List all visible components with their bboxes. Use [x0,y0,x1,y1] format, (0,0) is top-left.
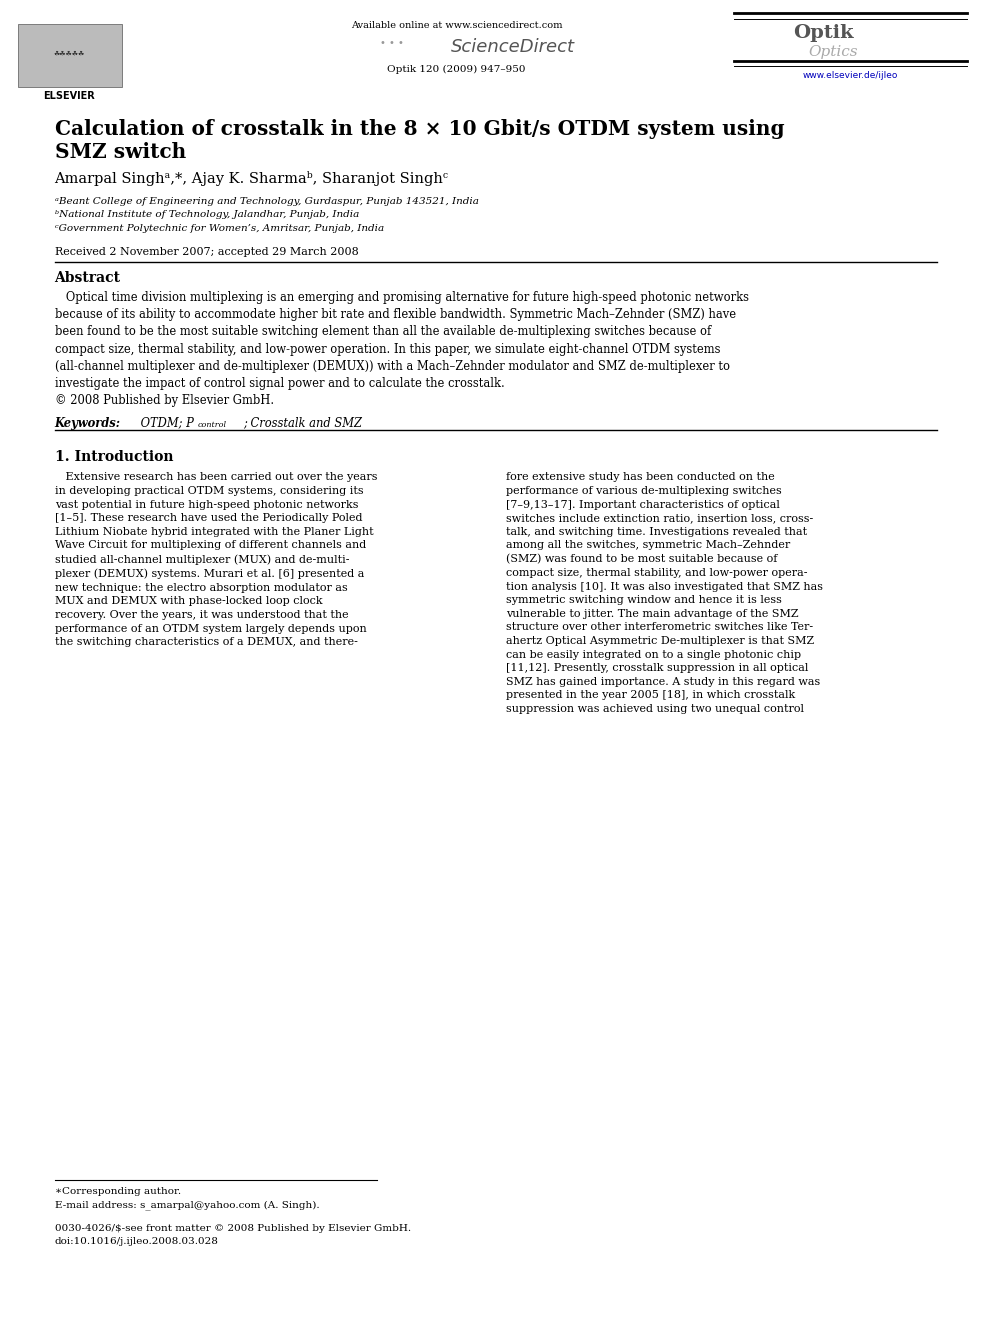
Text: been found to be the most suitable switching element than all the available de-m: been found to be the most suitable switc… [55,325,711,339]
Text: control: control [197,421,226,429]
Text: ☘☘☘☘☘: ☘☘☘☘☘ [54,52,85,57]
Text: Optik: Optik [794,24,854,42]
Text: (all-channel multiplexer and de-multiplexer (DEMUX)) with a Mach–Zehnder modulat: (all-channel multiplexer and de-multiple… [55,360,729,373]
Text: Calculation of crosstalk in the 8 × 10 Gbit/s OTDM system using: Calculation of crosstalk in the 8 × 10 G… [55,119,785,139]
Text: ᵇNational Institute of Technology, Jalandhar, Punjab, India: ᵇNational Institute of Technology, Jalan… [55,210,359,220]
Text: Optik 120 (2009) 947–950: Optik 120 (2009) 947–950 [387,65,526,74]
Text: Available online at www.sciencedirect.com: Available online at www.sciencedirect.co… [350,21,562,30]
Text: ; Crosstalk and SMZ: ; Crosstalk and SMZ [243,417,362,430]
Text: Amarpal Singhᵃ,*, Ajay K. Sharmaᵇ, Sharanjot Singhᶜ: Amarpal Singhᵃ,*, Ajay K. Sharmaᵇ, Shara… [55,171,448,185]
Text: doi:10.1016/j.ijleo.2008.03.028: doi:10.1016/j.ijleo.2008.03.028 [55,1237,218,1246]
Text: Optical time division multiplexing is an emerging and promising alternative for : Optical time division multiplexing is an… [55,291,749,304]
Text: 1. Introduction: 1. Introduction [55,450,173,464]
Text: because of its ability to accommodate higher bit rate and flexible bandwidth. Sy: because of its ability to accommodate hi… [55,308,736,321]
Bar [18,24,122,87]
Text: OTDM; P: OTDM; P [137,417,193,430]
Text: investigate the impact of control signal power and to calculate the crosstalk.: investigate the impact of control signal… [55,377,504,390]
Text: ∗Corresponding author.: ∗Corresponding author. [55,1187,181,1196]
Text: Received 2 November 2007; accepted 29 March 2008: Received 2 November 2007; accepted 29 Ma… [55,247,358,258]
Text: Optics: Optics [808,45,858,60]
Text: 0030-4026/$-see front matter © 2008 Published by Elsevier GmbH.: 0030-4026/$-see front matter © 2008 Publ… [55,1224,411,1233]
Text: SMZ switch: SMZ switch [55,142,186,161]
Text: • • •: • • • [380,38,404,49]
Text: ᶜGovernment Polytechnic for Women’s, Amritsar, Punjab, India: ᶜGovernment Polytechnic for Women’s, Amr… [55,224,384,233]
Text: Keywords:: Keywords: [55,417,121,430]
Text: Abstract: Abstract [55,271,121,286]
Text: ᵃBeant College of Engineering and Technology, Gurdaspur, Punjab 143521, India: ᵃBeant College of Engineering and Techno… [55,197,478,206]
Text: www.elsevier.de/ijleo: www.elsevier.de/ijleo [803,71,898,81]
Text: ELSEVIER: ELSEVIER [44,91,95,102]
Text: E-mail address: s_amarpal@yahoo.com (A. Singh).: E-mail address: s_amarpal@yahoo.com (A. … [55,1200,319,1209]
Text: © 2008 Published by Elsevier GmbH.: © 2008 Published by Elsevier GmbH. [55,394,274,407]
Text: ScienceDirect: ScienceDirect [451,38,575,57]
Text: fore extensive study has been conducted on the
performance of various de-multipl: fore extensive study has been conducted … [506,472,823,714]
Text: Extensive research has been carried out over the years
in developing practical O: Extensive research has been carried out … [55,472,377,647]
Text: compact size, thermal stability, and low-power operation. In this paper, we simu: compact size, thermal stability, and low… [55,343,720,356]
